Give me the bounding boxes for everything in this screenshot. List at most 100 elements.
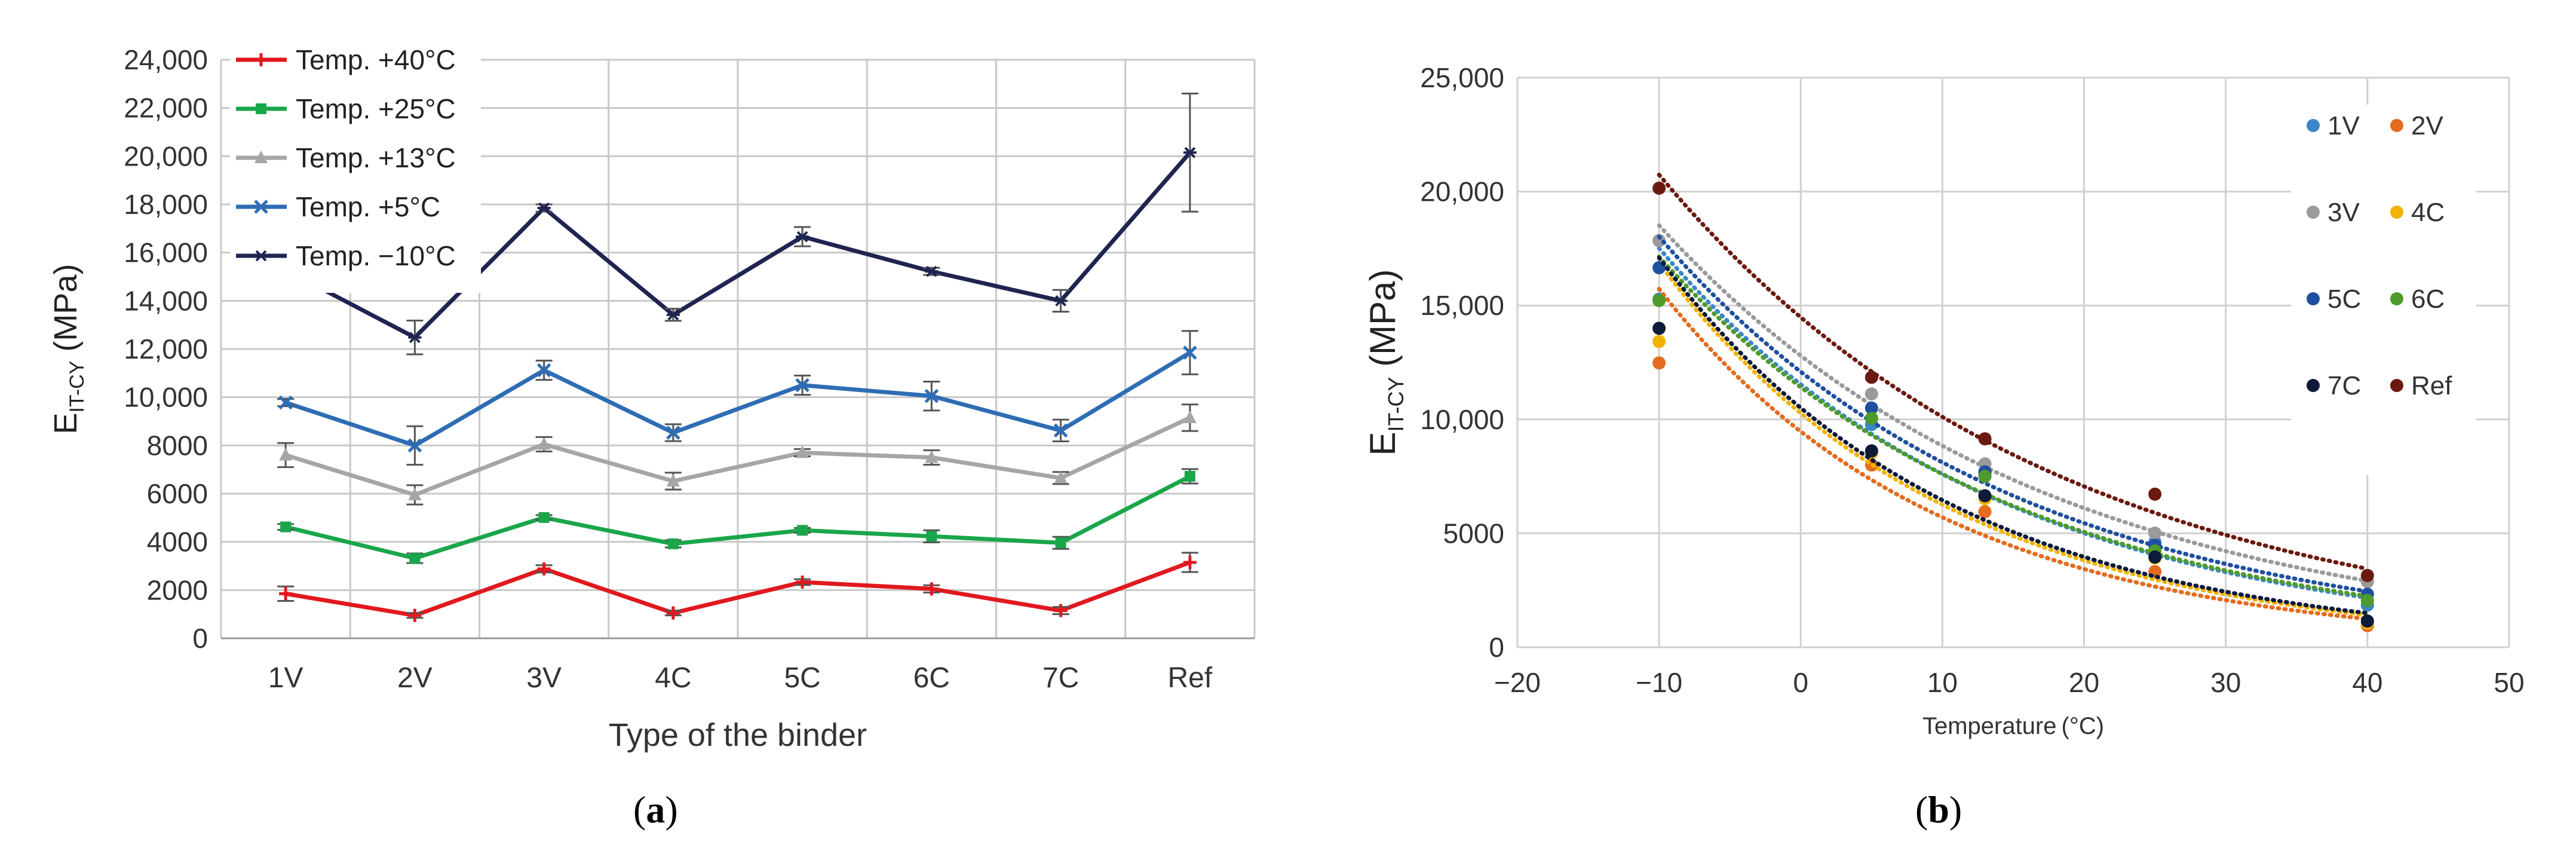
data-point	[1864, 371, 1878, 384]
data-point	[1652, 356, 1666, 370]
data-point	[2360, 614, 2374, 628]
data-point	[1864, 387, 1878, 401]
legend-swatch	[2390, 119, 2403, 132]
series-6C	[1652, 254, 2374, 607]
legend-swatch	[2307, 292, 2320, 305]
series-line	[284, 151, 1192, 340]
y-tick-label: 20,000	[1420, 176, 1504, 207]
data-point	[538, 512, 550, 523]
data-point	[1652, 181, 1666, 195]
x-tick-label: 1V	[268, 662, 303, 694]
legend-swatch	[2307, 379, 2320, 392]
y-tick-label: 10,000	[124, 382, 208, 413]
legend-label: 3V	[2327, 198, 2360, 227]
data-point	[796, 445, 809, 458]
x-axis-title: Temperature (°C)	[1922, 713, 2104, 739]
trend-line	[1657, 234, 2370, 594]
legend-a: Temp. +40°C Temp. +25°C Temp. +13°C Temp. +…	[230, 36, 481, 293]
data-point	[666, 606, 680, 620]
y-tick-label: 4000	[147, 527, 208, 558]
data-point	[1864, 411, 1878, 425]
legend-swatch-marker	[254, 200, 268, 214]
legend-label: Temp. +5°C	[296, 191, 440, 222]
x-tick-label: 10	[1927, 667, 1958, 698]
series-line	[285, 560, 1191, 618]
trend-line	[1657, 261, 2370, 617]
legend-label: Temp. +13°C	[296, 142, 456, 173]
data-point	[796, 576, 809, 589]
legend-label: Ref	[2411, 371, 2452, 400]
data-point	[407, 438, 422, 453]
legend-label: 1V	[2327, 111, 2360, 140]
data-point	[279, 448, 293, 461]
y-tick-label: 8000	[147, 430, 208, 461]
x-tick-label: −10	[1636, 667, 1682, 698]
data-point	[2148, 487, 2162, 501]
data-point	[924, 388, 939, 403]
data-point	[1864, 444, 1878, 458]
x-tick-label: 6C	[913, 662, 950, 694]
legend-swatch-marker	[254, 250, 268, 262]
y-tick-label: 6000	[147, 478, 208, 509]
y-tick-label: 24,000	[124, 44, 208, 75]
trend-line	[1657, 172, 2370, 571]
data-point	[536, 363, 551, 378]
series-1V	[1652, 246, 2374, 612]
y-tick-label: 2000	[147, 574, 208, 605]
trend-line	[1657, 223, 2370, 583]
data-point	[1054, 295, 1068, 307]
data-point	[2148, 527, 2162, 540]
legend-label: 6C	[2411, 284, 2445, 314]
legend-background	[230, 36, 481, 293]
legend-swatch-marker	[254, 53, 268, 66]
data-point	[925, 450, 939, 463]
data-point	[1054, 604, 1068, 617]
data-point	[537, 562, 551, 576]
legend-swatch	[2390, 379, 2403, 392]
legend-swatch	[2307, 119, 2320, 132]
legend-label: Temp. +40°C	[296, 44, 456, 75]
y-axis-title: EIT-CY (MPa)	[1363, 269, 1408, 455]
data-point	[925, 265, 939, 277]
data-point	[1055, 537, 1066, 549]
y-tick-label: 0	[192, 623, 208, 654]
data-point	[408, 488, 422, 501]
data-point	[2360, 593, 2374, 607]
x-tick-label: 5C	[784, 662, 820, 694]
data-point	[796, 231, 809, 243]
y-tick-label: 16,000	[124, 237, 208, 268]
series-7C	[1652, 255, 2374, 628]
y-tick-label: 12,000	[124, 333, 208, 365]
legend-swatch	[2390, 292, 2403, 305]
data-point	[537, 202, 551, 214]
chart-b: 0 5000 10,000 15,000 20,000 25,000 −20 −10 0 10 20…	[1363, 62, 2525, 739]
y-axis-title: EIT-CY (MPa)	[48, 264, 88, 434]
data-point	[279, 587, 293, 601]
legend-swatch	[2307, 206, 2320, 219]
series-Ref	[1652, 172, 2374, 582]
data-point	[537, 437, 551, 450]
x-tick-label: 3V	[526, 662, 562, 694]
data-point	[797, 525, 808, 536]
trend-line	[1657, 254, 2370, 599]
trend-line	[1657, 287, 2370, 622]
legend-b: 1V 2V 3V 4C 5C 6C 7C Ref	[2307, 111, 2452, 400]
x-tick-label: −20	[1494, 667, 1541, 698]
series-line	[285, 474, 1191, 561]
y-tick-label: 18,000	[124, 189, 208, 220]
data-point	[1652, 335, 1666, 348]
series-line	[285, 351, 1191, 448]
y-tick-label: 0	[1489, 632, 1504, 663]
data-point	[1652, 293, 1666, 307]
series-Temp. +13°C	[277, 403, 1198, 506]
data-point	[1978, 489, 1992, 503]
y-tick-label: 5000	[1443, 518, 1504, 549]
data-point	[409, 553, 421, 564]
legend-label: 4C	[2411, 198, 2445, 227]
data-point	[926, 531, 937, 542]
data-point	[278, 395, 293, 410]
legend-swatch-marker	[256, 103, 266, 114]
data-point	[1864, 401, 1878, 415]
legend-swatch-marker	[254, 151, 268, 163]
